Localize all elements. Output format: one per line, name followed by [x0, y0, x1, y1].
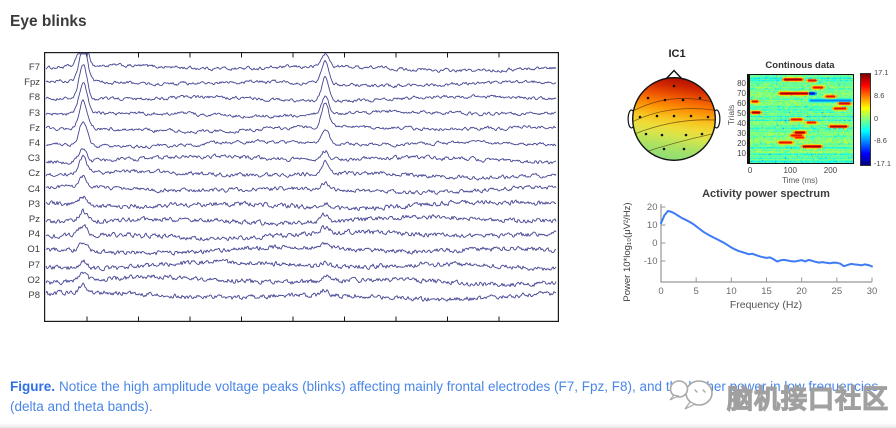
- erp-colorbar-tick-1: 8.6: [874, 90, 885, 100]
- eeg-frame: [44, 52, 559, 322]
- erp-ytick-50: 50: [737, 108, 746, 118]
- eeg-channel-label-f7: F7: [28, 62, 40, 73]
- erp-ytick-30: 30: [737, 128, 746, 138]
- eeg-channel-label-c4: C4: [27, 183, 40, 195]
- eeg-trace-f3: [45, 82, 557, 119]
- spectrum-line: [660, 210, 873, 268]
- erp-xlabel: Time (ms): [782, 176, 818, 185]
- eeg-channel-label-o2: O2: [27, 274, 40, 286]
- erp-colorbar-tick-4: -17.1: [874, 159, 892, 168]
- eeg-trace-cz: [45, 154, 557, 181]
- spectrum-axes: [660, 204, 872, 283]
- eeg-channel-label-p7: P7: [28, 259, 40, 271]
- spectrum-ytick-label: 10: [647, 220, 658, 231]
- ic1-topomap: [627, 69, 721, 161]
- eeg-trace-pz: [45, 208, 557, 227]
- erp-ytick-10: 10: [737, 148, 746, 158]
- spectrum-ytick-label: 0: [652, 238, 657, 249]
- erp-ytick-80: 80: [737, 78, 746, 88]
- eeg-trace-c4: [45, 174, 557, 195]
- watermark-text: 脑机接口社区: [726, 383, 890, 414]
- eeg-channel-label-fpz: Fpz: [24, 77, 40, 89]
- eeg-trace-o2: [45, 271, 557, 288]
- spectrum-xtick-label: 25: [832, 286, 843, 297]
- eeg-channel-label-cz: Cz: [28, 168, 40, 180]
- spectrum-xtick-label: 30: [867, 286, 878, 297]
- eeg-channel-label-pz: Pz: [28, 214, 40, 225]
- spectrum-xtick-label: 5: [694, 286, 699, 297]
- scalp-map: [632, 77, 716, 161]
- erp-colorbar-tick-3: -8.6: [874, 136, 887, 146]
- eeg-trace-p4: [45, 224, 557, 242]
- eeg-channel-label-p3: P3: [28, 198, 40, 210]
- erp-ytick-40: 40: [737, 118, 746, 128]
- erp-colorbar-tick-0: 17.1: [874, 68, 889, 77]
- spectrum-xtick-label: 15: [761, 286, 772, 297]
- eeg-trace-fz: [45, 99, 557, 135]
- bottom-divider: [0, 423, 896, 428]
- erp-xtick-0: 0: [747, 166, 753, 175]
- erp-colorbar-tick-2: 0: [874, 113, 879, 123]
- eeg-channel-label-fz: Fz: [29, 122, 40, 134]
- eeg-trace-f8: [45, 64, 557, 103]
- erp-image-canvas: [747, 73, 854, 164]
- eeg-trace-f7: [45, 53, 557, 73]
- section-title: Eye blinks: [10, 13, 87, 31]
- eeg-trace-o1: [45, 241, 557, 256]
- erp-xtick-200: 200: [823, 166, 838, 175]
- caption-label: Figure.: [10, 378, 56, 394]
- eeg-channel-label-p8: P8: [28, 290, 40, 301]
- eeg-trace-p3: [45, 195, 557, 211]
- eeg-channel-label-f4: F4: [28, 138, 40, 149]
- eeg-scroll-plot: [44, 52, 559, 322]
- eeg-trace-f4: [45, 121, 557, 150]
- ic-title: IC1: [668, 48, 686, 60]
- erp-colorbar: [860, 73, 871, 166]
- spectrum-ytick-label: -10: [644, 256, 658, 267]
- electrode-dots: [638, 84, 710, 151]
- eeg-trace-c3: [45, 148, 557, 165]
- spectrum-ytick-label: 20: [647, 202, 658, 213]
- erp-ytick-70: 70: [737, 88, 746, 98]
- spectrum-xlabel: Frequency (Hz): [729, 299, 803, 311]
- chat-bubbles-icon: [669, 380, 713, 410]
- eeg-channel-label-f3: F3: [28, 107, 40, 119]
- spectrum-plot: 20 10 0 -10 0 5 10 15 20 25 30: [644, 202, 878, 297]
- eeg-channel-label-c3: C3: [27, 153, 40, 165]
- eeg-trace-fpz: [45, 53, 557, 89]
- erp-ytick-60: 60: [737, 98, 746, 108]
- watermark: 脑机接口社区: [655, 371, 896, 423]
- spectrum-xtick-label: 0: [658, 286, 663, 297]
- spectrum-xtick-label: 20: [796, 286, 807, 297]
- eeg-channel-label-o1: O1: [27, 244, 40, 256]
- erp-ytick-20: 20: [737, 138, 746, 148]
- eeg-channel-label-p4: P4: [28, 229, 40, 241]
- spectrum-xtick-label: 10: [726, 286, 737, 297]
- erp-image-title: Continous data: [765, 60, 835, 71]
- eeg-channel-label-f8: F8: [28, 92, 40, 104]
- erp-xtick-100: 100: [783, 166, 797, 175]
- eeg-trace-p7: [45, 258, 557, 272]
- eeg-trace-p8: [45, 282, 557, 302]
- spectrum-title: Activity power spectrum: [702, 188, 830, 200]
- head-outline: [632, 77, 716, 161]
